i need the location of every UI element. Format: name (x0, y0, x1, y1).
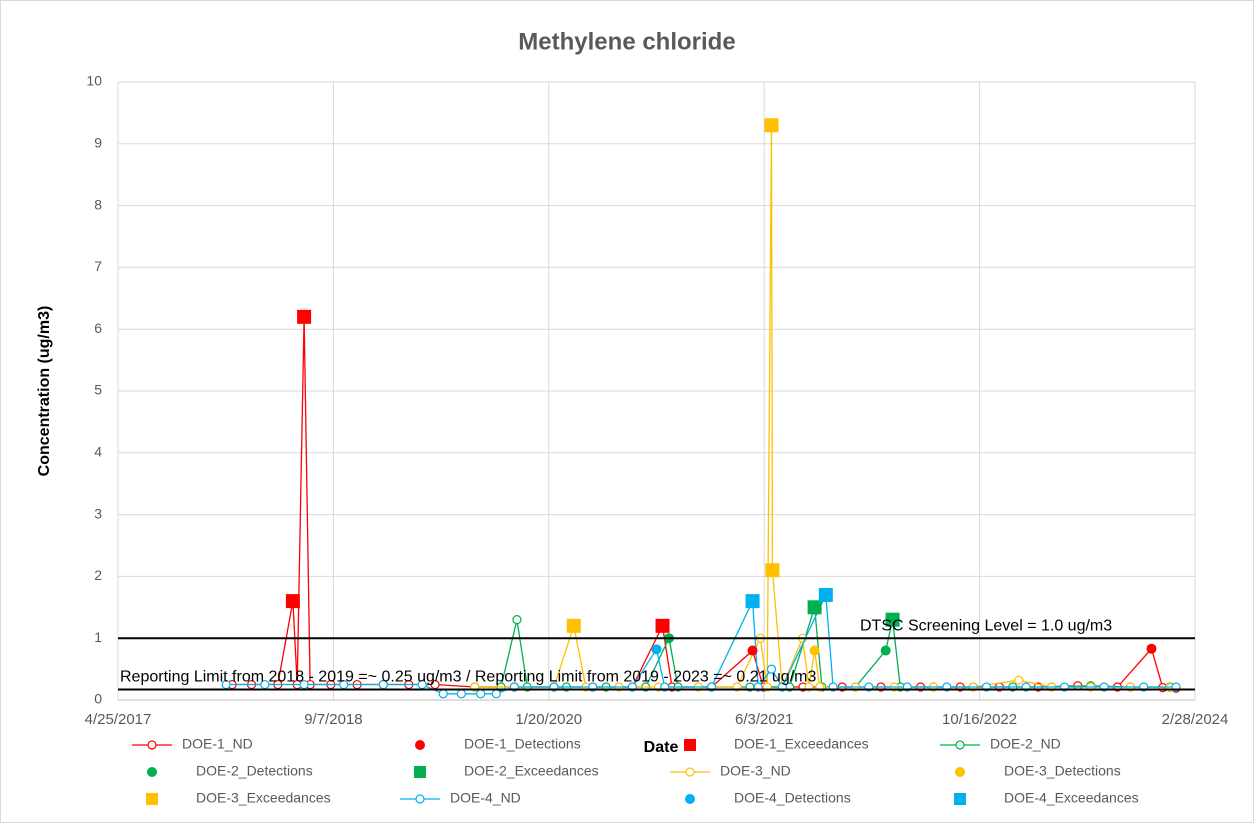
y-axis-label: Concentration (ug/m3) (36, 306, 53, 477)
marker-square (655, 618, 670, 633)
marker-square (807, 600, 822, 615)
marker-square (745, 594, 760, 609)
legend-marker (147, 740, 157, 750)
legend-label: DOE-3_Detections (1004, 763, 1121, 779)
marker-circle (1146, 643, 1157, 654)
legend-marker (955, 767, 965, 777)
marker-circle-open (476, 689, 486, 699)
marker-circle-open (438, 689, 448, 699)
marker-circle-open (512, 615, 522, 625)
y-tick-label: 6 (94, 320, 102, 336)
reference-label: DTSC Screening Level = 1.0 ug/m3 (860, 617, 1112, 634)
marker-circle-open (1014, 675, 1024, 685)
x-tick-label: 6/3/2021 (735, 711, 793, 728)
marker-circle-open (456, 689, 466, 699)
legend-label: DOE-2_ND (990, 736, 1061, 752)
y-tick-label: 4 (94, 444, 102, 460)
legend-marker (685, 794, 695, 804)
legend-marker (146, 793, 158, 805)
x-tick-label: 1/20/2020 (515, 711, 582, 728)
y-tick-label: 2 (94, 567, 102, 583)
y-tick-label: 10 (86, 73, 102, 89)
marker-square (885, 612, 900, 627)
x-tick-label: 2/28/2024 (1162, 711, 1229, 728)
reference-label: Reporting Limit from 2018 - 2019 =~ 0.25… (120, 669, 817, 686)
legend-marker (685, 767, 695, 777)
legend-label: DOE-3_ND (720, 763, 791, 779)
marker-circle (809, 645, 820, 656)
y-tick-label: 7 (94, 258, 102, 274)
chart-title: Methylene chloride (518, 28, 735, 55)
y-tick-label: 0 (94, 691, 102, 707)
marker-circle (880, 645, 891, 656)
legend-label: DOE-3_Exceedances (196, 790, 331, 806)
marker-square (818, 587, 833, 602)
legend-label: DOE-4_Detections (734, 790, 851, 806)
marker-circle (747, 645, 758, 656)
legend-marker (414, 766, 426, 778)
legend-marker (147, 767, 157, 777)
legend-label: DOE-1_Detections (464, 736, 581, 752)
marker-square (285, 594, 300, 609)
x-tick-label: 9/7/2018 (304, 711, 362, 728)
y-tick-label: 3 (94, 505, 102, 521)
marker-circle-open (491, 689, 501, 699)
legend-marker (954, 793, 966, 805)
y-tick-label: 5 (94, 382, 102, 398)
legend-label: DOE-2_Exceedances (464, 763, 599, 779)
x-tick-label: 4/25/2017 (85, 711, 152, 728)
marker-square (764, 118, 779, 133)
legend-marker (415, 740, 425, 750)
marker-circle-open (766, 664, 777, 674)
legend-label: DOE-1_Exceedances (734, 736, 869, 752)
marker-circle (651, 644, 662, 655)
y-tick-label: 8 (94, 196, 102, 212)
legend-label: DOE-4_ND (450, 790, 521, 806)
x-tick-label: 10/16/2022 (942, 711, 1017, 728)
legend-label: DOE-1_ND (182, 736, 253, 752)
y-tick-label: 1 (94, 629, 102, 645)
legend-marker (955, 740, 965, 750)
legend-label: DOE-2_Detections (196, 763, 313, 779)
legend-marker (684, 739, 696, 751)
legend-marker (415, 794, 425, 804)
marker-square (297, 309, 312, 324)
legend-label: DOE-4_Exceedances (1004, 790, 1139, 806)
marker-square (566, 618, 581, 633)
marker-square (765, 563, 780, 578)
x-axis-label: Date (644, 739, 679, 756)
y-tick-label: 9 (94, 135, 102, 151)
